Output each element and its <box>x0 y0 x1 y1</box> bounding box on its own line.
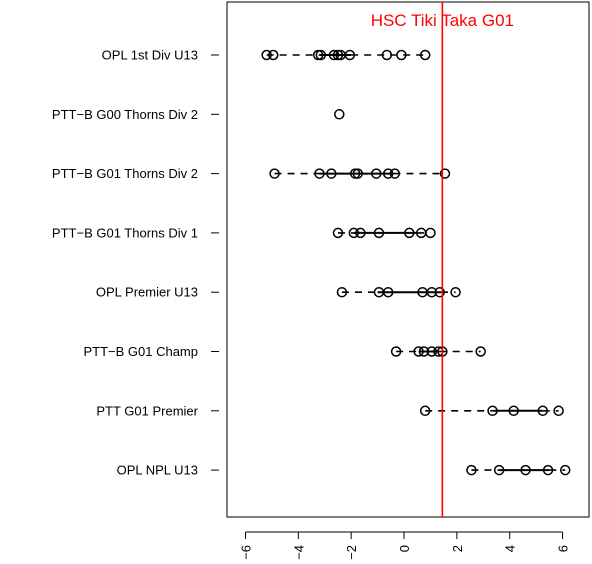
data-point <box>314 168 325 179</box>
data-point <box>389 168 401 179</box>
data-point <box>487 405 498 417</box>
data-point <box>326 168 337 179</box>
data-point <box>382 168 394 179</box>
data-point <box>261 49 272 61</box>
x-axis: −6 −4 −2 0 2 4 6 <box>238 531 571 560</box>
box-series <box>334 109 345 120</box>
data-point <box>348 227 360 239</box>
data-point <box>419 49 431 61</box>
data-point <box>344 49 356 61</box>
x-tick-label: −6 <box>238 545 253 560</box>
data-point <box>426 286 438 298</box>
y-axis-labels: OPL 1st Div U13 PTT−B G00 Thorns Div 2 PTT… <box>52 48 199 478</box>
y-tick-label: PTT−B G01 Champ <box>83 344 198 359</box>
data-point <box>419 405 431 417</box>
x-tick-label: −4 <box>291 545 306 560</box>
box-series <box>332 227 436 239</box>
y-tick-label: PTT−B G00 Thorns Div 2 <box>52 107 198 122</box>
data-point <box>542 464 554 476</box>
data-point <box>334 109 345 120</box>
x-tick-label: 6 <box>556 545 571 552</box>
y-tick-label: PTT−B G01 Thorns Div 2 <box>52 166 198 181</box>
plot-frame <box>226 1 590 518</box>
y-axis-ticks <box>211 54 219 471</box>
data-point <box>396 49 407 61</box>
box-series <box>390 346 486 357</box>
x-tick-label: −2 <box>344 545 359 560</box>
data-point <box>269 168 280 179</box>
box-series <box>261 49 431 61</box>
data-point <box>508 405 519 417</box>
data-point <box>553 405 564 417</box>
data-point <box>382 286 394 298</box>
y-tick-label: PTT−B G01 Thorns Div 1 <box>52 225 198 240</box>
x-tick-label: 2 <box>450 545 465 552</box>
boxplot-series <box>261 49 571 476</box>
data-point <box>493 464 505 476</box>
x-tick-label: 4 <box>503 545 518 552</box>
data-point <box>450 286 461 298</box>
y-tick-label: OPL NPL U13 <box>117 463 198 478</box>
data-point <box>336 286 348 298</box>
data-point <box>439 168 451 179</box>
data-point <box>425 227 436 239</box>
data-point <box>475 346 486 357</box>
box-series <box>466 464 571 476</box>
reference-line-label: HSC Tiki Taka G01 <box>371 11 514 30</box>
data-point <box>315 49 327 61</box>
data-point <box>332 227 344 239</box>
x-tick-label: 0 <box>397 545 412 552</box>
data-point <box>434 286 445 298</box>
data-point <box>426 346 438 357</box>
data-point <box>371 168 382 179</box>
data-point <box>267 49 279 61</box>
box-series <box>419 405 564 417</box>
data-point <box>413 346 424 357</box>
data-point <box>559 464 571 476</box>
data-point <box>404 227 415 239</box>
data-point <box>381 49 393 61</box>
data-point <box>352 168 364 179</box>
data-point <box>355 227 366 239</box>
data-point <box>418 346 430 357</box>
data-point <box>390 346 402 357</box>
data-point <box>537 405 549 417</box>
data-point <box>466 464 477 476</box>
y-tick-label: PTT G01 Premier <box>96 403 198 418</box>
y-tick-label: OPL Premier U13 <box>96 285 198 300</box>
data-point <box>373 227 385 239</box>
data-point <box>520 464 531 476</box>
box-series <box>336 286 461 298</box>
data-point <box>328 49 340 61</box>
box-series <box>269 168 451 179</box>
y-tick-label: OPL 1st Div U13 <box>102 48 198 63</box>
